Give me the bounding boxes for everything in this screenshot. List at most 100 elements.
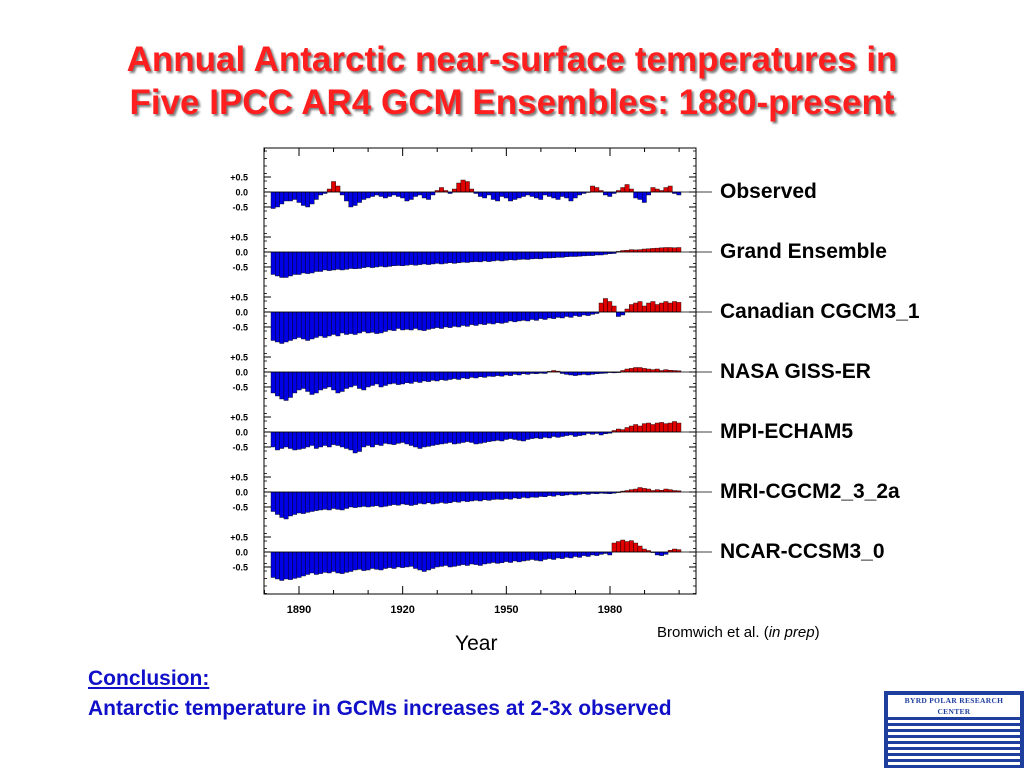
bar [378,551,384,571]
bar [460,251,466,263]
bar [344,191,349,202]
bar [529,311,535,320]
bar [547,431,552,439]
bar [482,191,487,199]
citation-suffix: ) [814,624,820,641]
bar [447,251,453,264]
bar [534,491,539,498]
bar [503,251,509,261]
bar [288,371,293,398]
bar [590,185,595,193]
bar [270,431,276,448]
bar [654,422,660,433]
bar [395,551,401,568]
bar [659,422,664,433]
bar [482,251,487,262]
bar [326,551,332,574]
bar [641,305,647,313]
y-tick-label: 0.0 [235,188,248,198]
y-tick-label: +0.5 [230,353,248,363]
bar [508,251,513,261]
bar [521,431,526,442]
bar [335,251,341,270]
bar [305,191,311,208]
bar [279,551,285,581]
bar [620,539,626,553]
bar [559,191,565,197]
bar [318,491,323,511]
bar [469,491,475,502]
bar [421,311,427,331]
bar [516,491,522,499]
bar [460,431,466,443]
bar [477,551,483,566]
bar [646,368,651,373]
bar [499,431,505,442]
bar [559,311,565,319]
bar [378,251,384,267]
bar [555,251,561,258]
bar [577,251,582,257]
bar [326,311,332,337]
bar [417,371,423,383]
bar [413,191,418,197]
bar [365,251,371,268]
bar [555,491,561,496]
bar [408,431,414,446]
bar [344,251,349,270]
bar [313,551,319,575]
bar [452,431,457,445]
bar [344,311,349,335]
bar [361,491,367,507]
bar [477,371,483,378]
bar [288,251,293,277]
bar [568,431,574,436]
bar [620,311,626,316]
bar [283,311,289,343]
x-tick-label: 1890 [287,604,311,616]
bar [404,491,410,505]
bar [339,431,345,448]
byrd-polar-logo: BYRD POLAR RESEARCH CENTER THE OHIO STAT… [884,691,1024,775]
bar [482,431,487,443]
bar [581,251,587,257]
bar [275,311,280,343]
bar [400,311,405,331]
y-tick-label: 0.0 [235,308,248,318]
bar [292,491,298,515]
x-tick-label: 1920 [390,604,414,616]
bar [551,191,557,199]
bar [352,431,358,454]
bar [512,251,518,261]
bar [663,301,669,313]
bar [590,551,595,556]
bar [305,551,311,575]
bar [413,491,418,505]
bar [456,551,462,566]
bar [547,551,552,559]
bar [529,551,535,560]
bar [305,431,311,448]
bar [378,311,384,334]
bar [339,251,345,271]
series-label: MPI-ECHAM5 [720,420,854,443]
bar [439,251,444,265]
bar [611,542,617,553]
bar [357,191,362,203]
bar [426,311,431,330]
series-label: Canadian CGCM3_1 [720,300,920,323]
bar [503,191,509,199]
bar [370,191,375,197]
bar [318,251,323,272]
y-tick-label: 0.0 [235,428,248,438]
bar [426,431,431,447]
bar [633,367,639,373]
bar [378,431,384,446]
bar [477,251,483,263]
bar [348,191,354,208]
bar [309,251,315,274]
bar [318,191,323,196]
bar [542,191,548,196]
bar [434,551,440,568]
bar [344,551,349,573]
